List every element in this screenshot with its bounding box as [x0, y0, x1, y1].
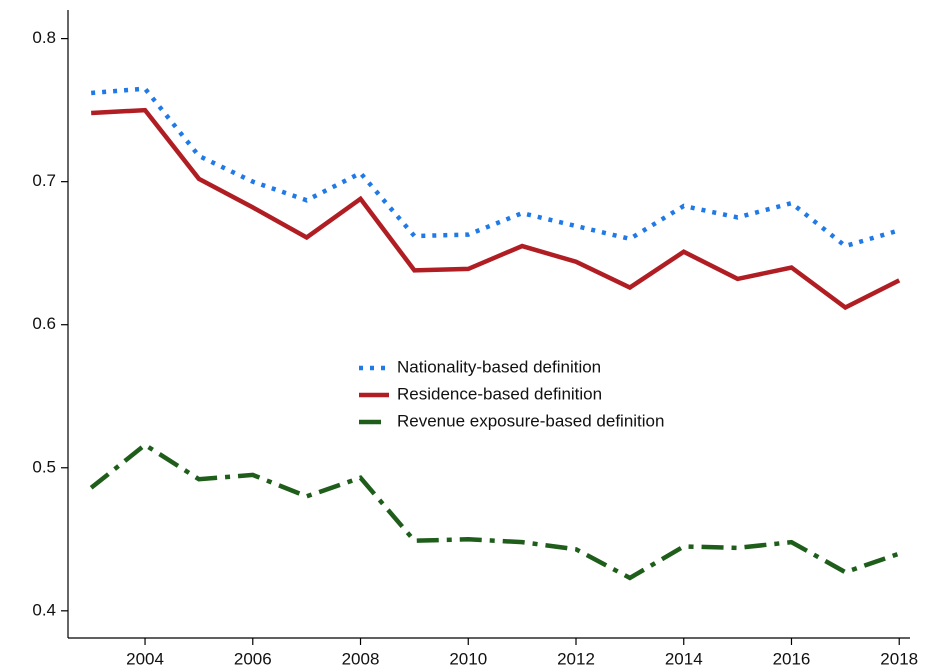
legend-label: Revenue exposure-based definition: [397, 411, 664, 430]
x-tick-label: 2018: [880, 649, 918, 668]
series-line: [90, 86, 900, 249]
y-tick-label: 0.4: [32, 600, 56, 619]
x-tick-label: 2008: [342, 649, 380, 668]
series-line: [89, 442, 900, 581]
series-line: [91, 107, 901, 311]
y-tick-label: 0.5: [32, 457, 56, 476]
y-tick-label: 0.8: [32, 28, 56, 47]
legend-label: Residence-based definition: [397, 384, 602, 403]
x-tick-label: 2014: [665, 649, 703, 668]
x-tick-label: 2012: [557, 649, 595, 668]
y-tick-label: 0.7: [32, 171, 56, 190]
x-tick-label: 2004: [126, 649, 164, 668]
x-tick-label: 2010: [449, 649, 487, 668]
x-tick-label: 2006: [234, 649, 272, 668]
legend-label: Nationality-based definition: [397, 357, 601, 376]
x-tick-label: 2016: [773, 649, 811, 668]
y-tick-label: 0.6: [32, 314, 56, 333]
